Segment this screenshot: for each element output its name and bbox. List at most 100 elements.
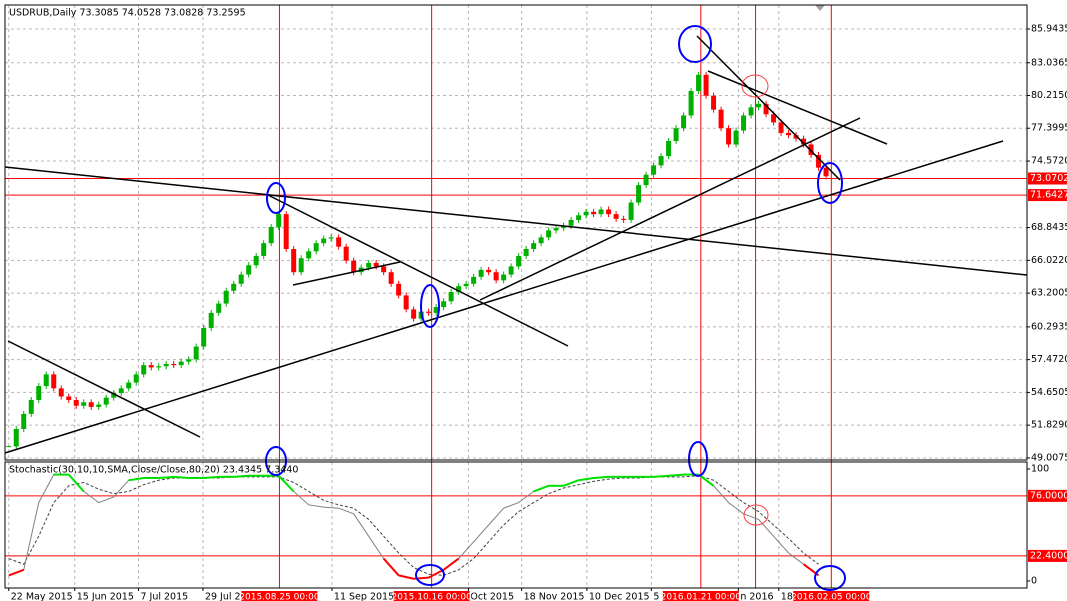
candle xyxy=(73,399,79,406)
candle xyxy=(523,248,529,256)
x-tick-label: 18 xyxy=(781,592,793,601)
candle xyxy=(568,219,574,226)
candle xyxy=(306,251,312,259)
candle xyxy=(403,295,409,310)
candle xyxy=(463,283,469,287)
candle xyxy=(58,388,64,397)
level-label: 76.0000 xyxy=(1030,490,1067,501)
candle xyxy=(313,243,319,252)
candle xyxy=(208,312,214,328)
x-tick-label: n 2016 xyxy=(740,592,773,601)
candle xyxy=(291,248,297,273)
circle xyxy=(743,504,769,526)
main-line-zone xyxy=(533,484,549,493)
date-label: 2015.10.16 00:00 xyxy=(391,593,472,601)
main-line-zone xyxy=(382,557,400,577)
candle xyxy=(328,237,334,239)
x-tick-label: 29 Jul 20 xyxy=(205,592,247,601)
candle xyxy=(426,311,432,313)
candle xyxy=(238,274,244,284)
trend-line xyxy=(4,140,1004,454)
circle xyxy=(415,564,445,586)
x-tick-label: 5 xyxy=(653,592,659,601)
candle xyxy=(448,291,454,302)
candle xyxy=(21,413,27,429)
candle xyxy=(178,361,184,366)
candle xyxy=(231,283,237,291)
candle xyxy=(253,255,259,266)
candle xyxy=(703,74,709,96)
candle xyxy=(103,397,109,405)
y-tick-label: 85.9435 xyxy=(1031,23,1067,34)
y-tick-label: 57.4720 xyxy=(1031,354,1067,365)
y-tick-label: 49.0075 xyxy=(1031,452,1067,463)
candle xyxy=(546,230,552,238)
trend-line xyxy=(7,340,201,438)
circle xyxy=(688,441,708,477)
date-label-box xyxy=(241,591,318,601)
trend-line xyxy=(267,194,569,347)
x-tick-label: 10 Dec 2015 xyxy=(589,592,650,601)
candle xyxy=(688,91,694,116)
indicator-title: Stochastic(30,10,10,SMA,Close/Close,80,2… xyxy=(9,465,298,476)
candle xyxy=(388,272,394,284)
candle xyxy=(148,365,154,368)
candle xyxy=(606,209,612,215)
main-line-zone xyxy=(428,568,445,579)
shift-marker xyxy=(815,5,825,11)
candle xyxy=(126,382,132,389)
candle xyxy=(43,374,49,387)
main-line-zone xyxy=(593,475,609,479)
candle xyxy=(13,428,19,447)
y-tick-label: 100 xyxy=(1031,464,1049,475)
main-line-zone xyxy=(578,476,594,482)
candle xyxy=(396,283,402,296)
y-tick-label: 0 xyxy=(1031,576,1037,587)
signal-line xyxy=(8,475,819,576)
candle xyxy=(111,392,117,398)
y-tick-label: 80.2150 xyxy=(1031,90,1067,101)
candle xyxy=(261,243,267,256)
candle xyxy=(171,363,177,366)
y-tick-label: 54.6505 xyxy=(1031,387,1067,398)
main-panel-border xyxy=(4,4,1028,461)
date-label-box xyxy=(662,591,739,601)
main-line-zone xyxy=(8,568,25,577)
trend-lines xyxy=(4,35,1028,454)
candle xyxy=(373,262,379,267)
x-tick-label: Oct 2015 xyxy=(470,592,514,601)
candle xyxy=(576,215,582,220)
candle xyxy=(786,132,792,136)
candle xyxy=(538,237,544,244)
candle xyxy=(591,211,597,215)
date-label-box xyxy=(793,591,870,601)
x-tick-label: 11 Sep 2015 xyxy=(334,592,394,601)
circle xyxy=(817,162,843,204)
candle xyxy=(216,303,222,313)
trend-line xyxy=(479,117,861,301)
circle xyxy=(814,565,846,591)
main-line-zone xyxy=(443,557,460,571)
candle xyxy=(531,243,537,249)
candle xyxy=(651,165,657,175)
candle xyxy=(486,269,492,273)
candle xyxy=(673,128,679,141)
candle xyxy=(643,174,649,186)
candle xyxy=(471,276,477,284)
chart-title: USDRUB,Daily 73.3085 74.0528 73.0828 73.… xyxy=(9,8,246,19)
candle xyxy=(81,402,87,406)
candle xyxy=(553,228,559,231)
candle xyxy=(163,363,169,367)
candle xyxy=(636,185,642,203)
candle xyxy=(756,103,762,108)
candle xyxy=(501,274,507,281)
candle xyxy=(456,286,462,292)
candle xyxy=(711,95,717,110)
candle xyxy=(223,290,229,304)
candle xyxy=(778,122,784,133)
main-line-zone xyxy=(668,473,684,477)
candle xyxy=(156,366,162,368)
candle xyxy=(771,114,777,123)
circle xyxy=(265,446,287,476)
circle xyxy=(266,182,286,214)
